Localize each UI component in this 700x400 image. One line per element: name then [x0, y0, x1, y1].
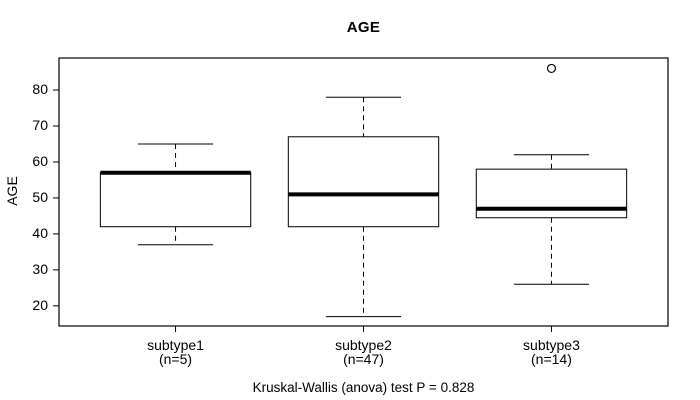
y-tick-label: 80	[32, 81, 48, 98]
box-subtype1	[99, 172, 252, 228]
y-tick-label: 40	[32, 224, 48, 241]
chart-title: AGE	[346, 19, 381, 36]
y-tick-label: 20	[32, 296, 48, 313]
y-tick-label: 50	[32, 188, 48, 205]
x-tick-label-subtype3: subtype3 (n=14)	[476, 338, 626, 366]
category-label: subtype3	[523, 337, 580, 353]
y-tick-label: 30	[32, 260, 48, 277]
stat-test-annotation: Kruskal-Wallis (anova) test P = 0.828	[252, 380, 475, 395]
category-label: subtype1	[147, 337, 204, 353]
category-label: subtype2	[335, 337, 392, 353]
box-subtype2	[287, 136, 440, 228]
y-tick-label: 60	[32, 152, 48, 169]
category-count: (n=14)	[531, 351, 572, 367]
x-tick-label-subtype2: subtype2 (n=47)	[289, 338, 439, 366]
category-count: (n=47)	[343, 351, 384, 367]
outlier-point-subtype3	[546, 63, 557, 74]
x-tick-label-subtype1: subtype1 (n=5)	[101, 338, 251, 366]
y-tick-label: 70	[32, 116, 48, 133]
category-count: (n=5)	[158, 351, 193, 367]
